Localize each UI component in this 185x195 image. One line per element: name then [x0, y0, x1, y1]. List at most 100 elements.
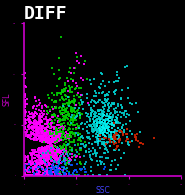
Point: [50, 157, 53, 160]
Point: [70, 117, 73, 120]
Point: [40, 147, 43, 150]
Point: [59, 106, 62, 109]
Point: [76, 133, 79, 136]
Point: [85, 150, 88, 153]
Point: [25, 111, 28, 114]
Point: [32, 123, 35, 126]
Point: [36, 112, 39, 115]
Point: [93, 100, 96, 103]
Point: [60, 169, 63, 172]
Point: [42, 173, 45, 176]
Point: [87, 151, 90, 154]
Point: [77, 152, 80, 155]
Point: [72, 127, 75, 130]
Point: [40, 173, 43, 176]
Point: [115, 117, 118, 120]
Point: [59, 137, 62, 140]
Point: [51, 140, 54, 143]
Point: [116, 144, 119, 147]
Point: [23, 72, 26, 75]
Point: [45, 148, 48, 151]
Point: [107, 126, 110, 129]
Point: [40, 153, 43, 156]
Point: [98, 126, 101, 129]
Point: [35, 153, 38, 157]
Point: [57, 130, 60, 134]
Point: [38, 164, 41, 167]
Point: [66, 123, 69, 126]
Point: [112, 139, 115, 142]
Point: [111, 160, 114, 163]
Point: [63, 158, 66, 161]
Point: [43, 138, 46, 141]
Point: [104, 117, 107, 121]
Point: [62, 90, 65, 93]
Point: [114, 131, 117, 134]
Point: [103, 123, 106, 126]
Point: [51, 145, 54, 148]
Point: [54, 140, 57, 143]
Point: [48, 155, 51, 158]
Point: [36, 122, 39, 125]
Point: [98, 129, 101, 133]
Point: [33, 125, 36, 128]
Point: [107, 118, 110, 121]
Point: [117, 105, 120, 108]
Point: [70, 153, 73, 156]
Point: [47, 130, 50, 133]
Point: [38, 123, 41, 126]
Point: [95, 159, 98, 162]
Point: [64, 137, 67, 140]
Point: [41, 160, 44, 163]
Point: [40, 152, 43, 155]
Point: [99, 126, 102, 129]
Point: [40, 154, 43, 157]
Point: [109, 116, 112, 119]
Point: [42, 109, 45, 113]
Point: [36, 120, 38, 123]
Point: [40, 139, 43, 142]
Point: [71, 119, 74, 122]
Point: [122, 133, 125, 136]
Point: [78, 136, 80, 139]
Point: [33, 165, 36, 168]
Point: [28, 162, 31, 165]
Point: [46, 129, 48, 132]
Point: [48, 125, 51, 129]
Point: [71, 123, 74, 126]
Point: [37, 128, 40, 131]
Point: [65, 106, 68, 110]
Point: [135, 102, 138, 105]
Point: [63, 88, 66, 91]
Point: [47, 161, 50, 164]
Point: [103, 103, 106, 106]
Point: [48, 146, 51, 149]
Point: [82, 128, 85, 131]
Point: [28, 112, 31, 115]
Point: [54, 106, 57, 109]
Point: [108, 144, 111, 147]
Point: [52, 151, 55, 154]
Point: [51, 173, 54, 176]
Point: [50, 126, 53, 129]
Point: [41, 136, 44, 139]
Point: [101, 137, 104, 141]
Point: [117, 113, 120, 116]
Point: [59, 109, 62, 112]
Point: [25, 135, 28, 138]
Point: [50, 142, 53, 145]
Point: [64, 136, 67, 139]
Point: [27, 173, 30, 176]
Point: [23, 173, 26, 176]
Point: [40, 151, 43, 154]
Point: [60, 122, 63, 125]
Point: [63, 147, 66, 150]
Point: [42, 172, 45, 175]
Point: [107, 126, 110, 129]
Point: [68, 159, 71, 162]
Point: [78, 116, 81, 119]
Point: [42, 138, 45, 142]
Point: [100, 108, 102, 112]
Point: [53, 156, 56, 159]
Point: [63, 143, 65, 146]
